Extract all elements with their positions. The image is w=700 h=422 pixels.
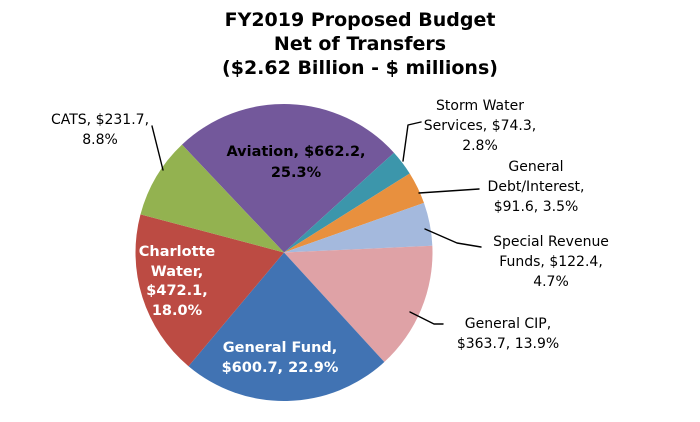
pie-slice-charlotte-water (135, 214, 284, 367)
label-general-fund-line1: General Fund, (222, 340, 338, 356)
label-general-debt-line1: General (508, 159, 564, 175)
leader-line-general-debt (418, 188, 480, 194)
label-cats-line2: 8.8% (82, 132, 118, 148)
leader-line-cats (151, 125, 164, 171)
label-charlotte-water-line3: $472.1, (146, 283, 208, 299)
leader-line-general-cip (409, 311, 444, 325)
label-general-cip-line1: General CIP, (464, 316, 552, 332)
label-charlotte-water: Charlotte Water, $472.1, 18.0% (139, 243, 216, 321)
pie-slices (135, 103, 433, 402)
pie-slice-general-cip (284, 245, 433, 362)
label-special-revenue-line2: Funds, $122.4, (499, 254, 603, 270)
label-general-cip-line2: $363.7, 13.9% (456, 336, 560, 352)
label-cats: CATS, $231.7, 8.8% (51, 110, 149, 150)
label-general-fund: General Fund, $600.7, 22.9% (222, 338, 339, 378)
label-general-debt-line2: Debt/Interest, (487, 179, 585, 195)
chart-title-line2: Net of Transfers (273, 33, 447, 55)
label-storm-water-line3: 2.8% (462, 138, 498, 154)
label-charlotte-water-line1: Charlotte (138, 244, 216, 260)
leader-line-special-revenue (424, 228, 482, 248)
label-special-revenue-line1: Special Revenue (493, 234, 609, 250)
chart-title-line1: FY2019 Proposed Budget (224, 9, 496, 31)
pie-slice-cats (140, 144, 284, 253)
leader-lines (151, 121, 482, 325)
label-special-revenue: Special Revenue Funds, $122.4, 4.7% (493, 232, 609, 292)
label-general-debt-line3: $91.6, 3.5% (493, 199, 579, 215)
pie-slice-aviation (181, 103, 394, 253)
label-storm-water-line2: Services, $74.3, (423, 118, 537, 134)
chart-title-line3: ($2.62 Billion - $ millions) (222, 57, 498, 79)
label-aviation: Aviation, $662.2, 25.3% (226, 142, 365, 184)
label-storm-water-line1: Storm Water (436, 98, 524, 114)
leader-line-storm-water (402, 121, 422, 162)
chart-title: FY2019 Proposed Budget Net of Transfers … (222, 8, 498, 80)
label-aviation-line2: 25.3% (270, 165, 322, 181)
pie-slice-storm-water-services (284, 152, 410, 253)
label-general-fund-line2: $600.7, 22.9% (221, 360, 339, 376)
label-charlotte-water-line4: 18.0% (151, 302, 203, 319)
label-aviation-line1: Aviation, $662.2, (226, 144, 366, 160)
label-charlotte-water-line2: Water, (150, 263, 204, 280)
label-special-revenue-line3: 4.7% (533, 274, 569, 290)
label-cats-line1: CATS, $231.7, (50, 112, 150, 128)
label-general-cip: General CIP, $363.7, 13.9% (457, 314, 559, 354)
pie-slice-general-fund (188, 252, 385, 402)
label-general-debt: General Debt/Interest, $91.6, 3.5% (488, 157, 585, 217)
pie-slice-general-debt-interest (284, 173, 424, 253)
pie-slice-special-revenue-funds (284, 202, 433, 253)
label-storm-water: Storm Water Services, $74.3, 2.8% (424, 96, 536, 156)
